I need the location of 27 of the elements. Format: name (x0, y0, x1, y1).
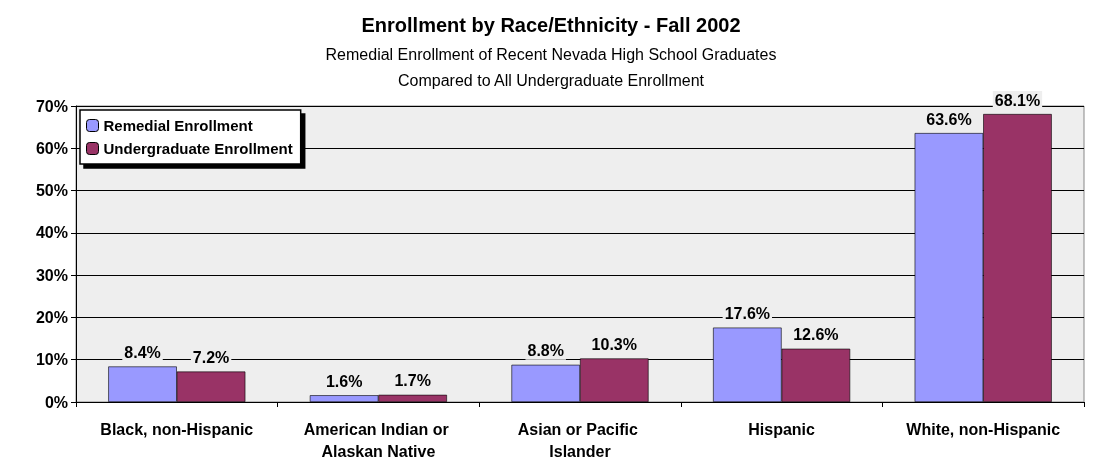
chart-title: Enrollment by Race/Ethnicity - Fall 2002 (361, 14, 741, 36)
legend-label: Remedial Enrollment (103, 117, 253, 134)
data-label: 12.6% (793, 326, 839, 344)
data-label: 17.6% (724, 305, 771, 323)
x-tick-label: Black, non-Hispanic (100, 420, 254, 438)
y-tick-label: 10% (35, 351, 68, 369)
data-label: 8.8% (527, 342, 564, 360)
x-tick-label: American Indian or Alaskan Native (303, 420, 454, 460)
data-label: 68.1% (994, 91, 1041, 109)
x-tick-label: White, non-Hispanic (906, 420, 1061, 438)
y-tick-label: 0% (44, 393, 68, 411)
legend-label: Undergraduate Enrollment (103, 140, 293, 157)
chart-subtitle: Remedial Enrollment of Recent Nevada High School Graduates Compared to All Undergraduate Enrollment (325, 45, 777, 89)
x-tick-label: Asian or Pacific Islander (517, 420, 643, 460)
x-tick-label: Hispanic (748, 420, 816, 438)
data-label: 7.2% (192, 349, 230, 367)
y-tick-label: 60% (35, 139, 68, 157)
data-label: 1.6% (325, 372, 363, 390)
data-label: 10.3% (591, 335, 637, 353)
y-tick-label: 50% (35, 182, 68, 200)
data-label: 63.6% (926, 110, 972, 128)
data-label: 8.4% (124, 343, 161, 361)
data-label: 1.7% (394, 372, 431, 390)
y-tick-label: 20% (35, 308, 68, 326)
y-tick-label: 70% (35, 97, 68, 115)
y-tick-label: 30% (35, 266, 68, 284)
y-tick-label: 40% (35, 224, 68, 242)
